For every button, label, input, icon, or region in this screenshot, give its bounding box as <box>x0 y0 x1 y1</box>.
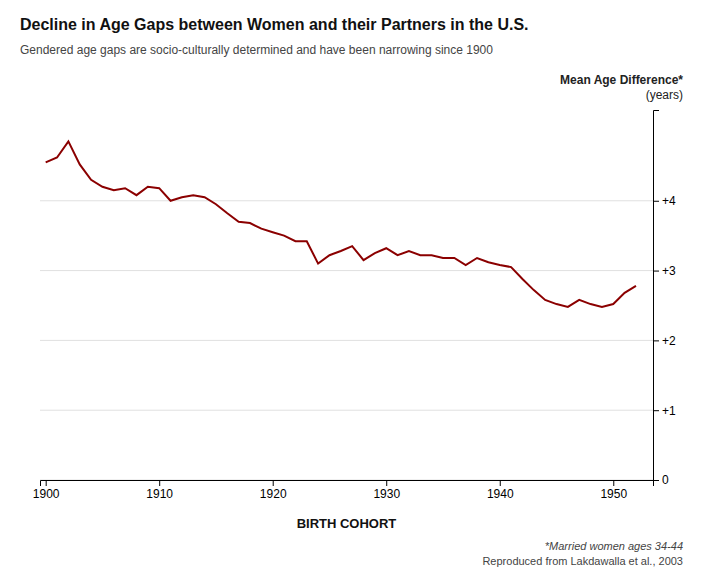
x-tick-mark <box>386 480 387 486</box>
x-tick: 1940 <box>487 480 514 501</box>
footnote: Reproduced from Lakdawalla et al., 2003 <box>482 555 683 567</box>
y-tick-label: +4 <box>662 194 676 208</box>
x-tick-label: 1930 <box>373 487 400 501</box>
y-tick: +4 <box>653 194 676 208</box>
y-tick-mark <box>653 480 659 481</box>
chart: Decline in Age Gaps between Women and th… <box>0 0 713 580</box>
y-tick-label: +2 <box>662 334 676 348</box>
x-tick-mark <box>159 480 160 486</box>
x-tick: 1950 <box>600 480 627 501</box>
x-tick: 1900 <box>33 480 60 501</box>
title: Decline in Age Gaps between Women and th… <box>20 16 529 33</box>
x-tick-mark <box>613 480 614 486</box>
grid-line <box>40 200 653 201</box>
footnote: *Married women ages 34-44 <box>545 540 683 552</box>
y-axis-title: (years) <box>646 88 683 102</box>
x-axis: 1900 1910 1920 1930 1940 1950 <box>33 480 654 501</box>
y-tick: 0 <box>653 473 669 487</box>
grid <box>40 201 653 480</box>
y-axis: 0 +1 +2 +3 +4 <box>653 111 676 488</box>
y-tick-label: +1 <box>662 404 676 418</box>
y-tick: +2 <box>653 334 676 348</box>
y-tick-mark <box>653 201 659 202</box>
y-tick-mark <box>653 271 659 272</box>
series-group <box>46 141 636 306</box>
y-tick: +3 <box>653 264 676 278</box>
x-tick: 1930 <box>373 480 400 501</box>
x-axis-title: BIRTH COHORT <box>297 516 397 531</box>
x-tick: 1920 <box>260 480 287 501</box>
y-tick-label: 0 <box>662 473 669 487</box>
y-tick-mark <box>653 340 659 341</box>
x-tick-mark <box>46 480 47 486</box>
grid-line <box>40 340 653 341</box>
grid-line <box>40 410 653 411</box>
subtitle: Gendered age gaps are socio-culturally d… <box>20 43 493 57</box>
y-tick: +1 <box>653 404 676 418</box>
x-tick-label: 1900 <box>33 487 60 501</box>
x-tick: 1910 <box>146 480 173 501</box>
x-tick-label: 1910 <box>146 487 173 501</box>
line <box>46 141 636 306</box>
grid-line <box>40 270 653 271</box>
y-axis-line <box>654 111 660 481</box>
x-tick-label: 1950 <box>600 487 627 501</box>
x-tick-mark <box>273 480 274 486</box>
y-tick-mark <box>653 410 659 411</box>
plot: 1900 1910 1920 1930 1940 1950 0 +1 +2 +3 +4 <box>33 111 676 501</box>
x-tick-mark <box>500 480 501 486</box>
x-tick-label: 1920 <box>260 487 287 501</box>
x-tick-label: 1940 <box>487 487 514 501</box>
y-axis-title: Mean Age Difference* <box>560 73 683 87</box>
y-tick-label: +3 <box>662 264 676 278</box>
x-axis-line <box>41 481 654 487</box>
